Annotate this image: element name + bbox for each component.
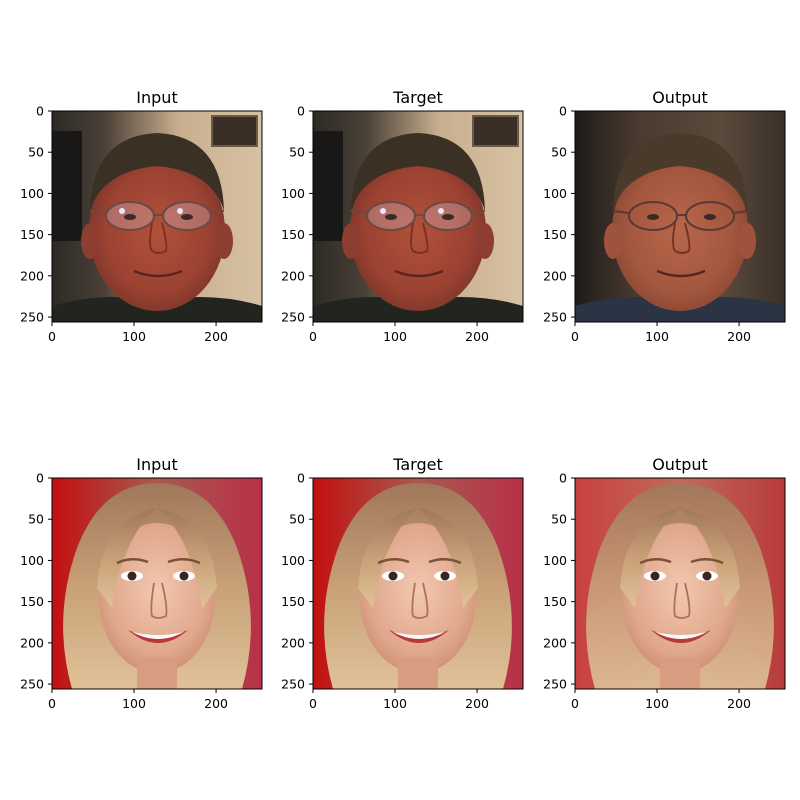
face-image	[575, 111, 785, 322]
y-tick-label: 150	[543, 594, 567, 609]
x-tick-label: 0	[571, 696, 579, 711]
face-image	[52, 111, 262, 322]
y-tick-label: 250	[281, 310, 305, 325]
y-tick-label: 0	[559, 471, 567, 486]
x-tick-label: 100	[383, 329, 407, 344]
x-tick-label: 0	[48, 329, 56, 344]
y-tick-label: 50	[289, 145, 305, 160]
y-tick-label: 200	[281, 635, 305, 650]
y-tick-label: 250	[20, 310, 44, 325]
axes-frame	[312, 477, 524, 690]
y-tick-label: 100	[20, 186, 44, 201]
face-image	[52, 478, 262, 689]
panel-title: Output	[652, 88, 708, 107]
x-tick-label: 0	[48, 696, 56, 711]
y-tick-label: 0	[36, 471, 44, 486]
x-tick-label: 0	[309, 329, 317, 344]
y-tick-label: 150	[543, 227, 567, 242]
panel-input-1: Input 0 100 200 0 50 100 150 200 250	[20, 88, 263, 344]
y-tick-label: 150	[20, 594, 44, 609]
x-tick-label: 100	[122, 696, 146, 711]
y-tick-label: 0	[297, 104, 305, 119]
x-tick-label: 200	[204, 329, 228, 344]
x-tick-label: 200	[727, 329, 751, 344]
y-tick-label: 250	[543, 310, 567, 325]
y-tick-label: 50	[289, 512, 305, 527]
panel-title: Target	[392, 88, 443, 107]
axes-frame	[574, 110, 786, 323]
y-tick-label: 200	[543, 268, 567, 283]
y-tick-label: 100	[543, 186, 567, 201]
face-image	[313, 478, 523, 689]
y-tick-label: 0	[36, 104, 44, 119]
axes-frame	[51, 110, 263, 323]
x-tick-label: 200	[465, 696, 489, 711]
y-tick-label: 100	[281, 186, 305, 201]
x-tick-label: 200	[727, 696, 751, 711]
y-tick-label: 250	[20, 677, 44, 692]
y-tick-label: 200	[543, 635, 567, 650]
panel-target-2: Target 0 100 200 0 50 100 150 200 250	[281, 455, 524, 711]
panel-title: Input	[136, 88, 177, 107]
x-tick-label: 0	[309, 696, 317, 711]
face-image	[575, 478, 785, 689]
y-tick-label: 200	[20, 268, 44, 283]
face-image	[313, 111, 523, 322]
panel-title: Output	[652, 455, 708, 474]
axes-frame	[312, 110, 524, 323]
panel-input-2: Input 0 100 200 0 50 100 150 200 250	[20, 455, 263, 711]
y-tick-label: 50	[28, 145, 44, 160]
y-tick-label: 150	[281, 594, 305, 609]
y-tick-label: 0	[559, 104, 567, 119]
y-tick-label: 200	[20, 635, 44, 650]
y-tick-label: 150	[281, 227, 305, 242]
x-tick-label: 100	[122, 329, 146, 344]
y-tick-label: 250	[281, 677, 305, 692]
panel-title: Target	[392, 455, 443, 474]
y-tick-label: 100	[20, 553, 44, 568]
y-tick-label: 0	[297, 471, 305, 486]
y-tick-label: 100	[543, 553, 567, 568]
panel-output-2: Output 0 100 200 0 50 100 150 200 250	[543, 455, 786, 711]
x-tick-label: 0	[571, 329, 579, 344]
y-tick-label: 100	[281, 553, 305, 568]
axes-frame	[51, 477, 263, 690]
panel-target-1: Target 0 100 200 0 50 100 150 200 250	[281, 88, 524, 344]
x-tick-label: 200	[204, 696, 228, 711]
y-tick-label: 200	[281, 268, 305, 283]
x-tick-label: 100	[383, 696, 407, 711]
y-tick-label: 150	[20, 227, 44, 242]
x-tick-label: 100	[645, 329, 669, 344]
y-tick-label: 50	[551, 512, 567, 527]
panel-output-1: Output 0 100 200 0 50 100 150 200 250	[543, 88, 786, 344]
y-tick-label: 50	[551, 145, 567, 160]
x-tick-label: 100	[645, 696, 669, 711]
axes-frame	[574, 477, 786, 690]
y-tick-label: 250	[543, 677, 567, 692]
panel-title: Input	[136, 455, 177, 474]
x-tick-label: 200	[465, 329, 489, 344]
y-tick-label: 50	[28, 512, 44, 527]
